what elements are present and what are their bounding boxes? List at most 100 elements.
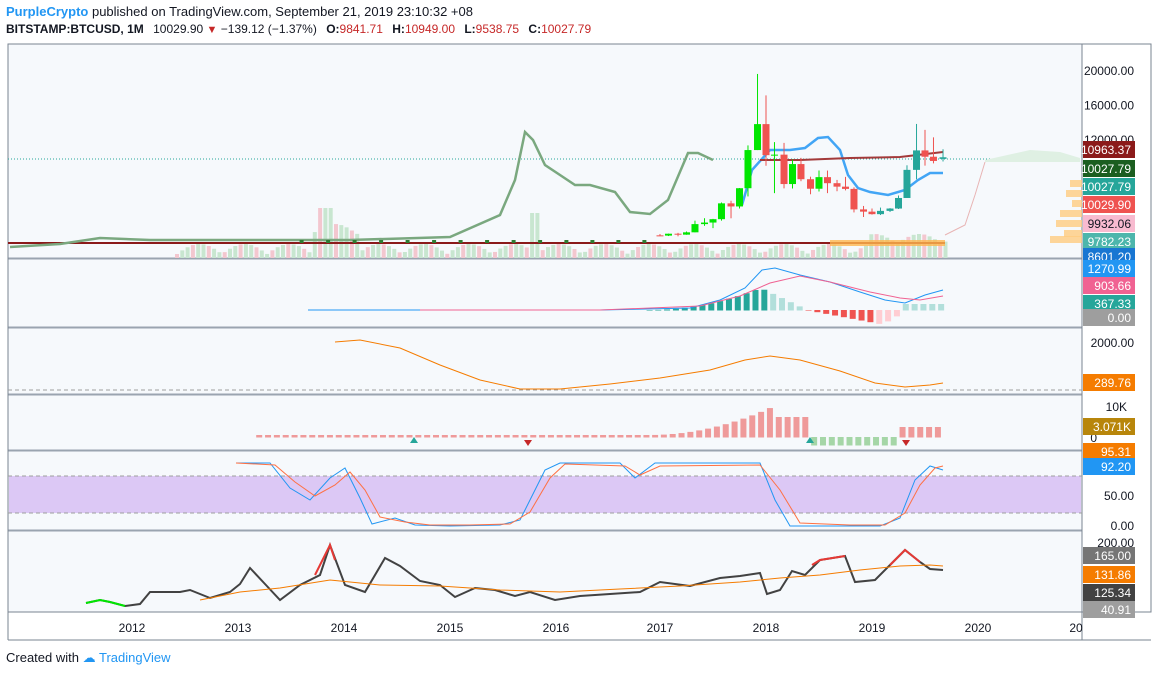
down-arrow-icon: [902, 440, 910, 446]
volume-bar: [848, 252, 853, 258]
volume-osc-bar: [441, 435, 448, 438]
volume-osc-bar: [837, 437, 844, 446]
volume-osc-bar: [600, 435, 607, 438]
volume-bar: [842, 249, 847, 258]
price-tag-bg: [1083, 178, 1135, 195]
volume-bar: [816, 246, 821, 258]
p6-tag-bg: [1083, 547, 1135, 564]
macd-histogram-bar: [664, 309, 671, 311]
volume-osc-bar: [265, 435, 272, 438]
indicator6-pane[interactable]: [7, 530, 1083, 613]
volume-bar: [752, 249, 757, 258]
macd-histogram-bar: [681, 307, 688, 311]
candle-body: [789, 164, 796, 185]
volume-bar: [678, 248, 683, 258]
volume-bar: [694, 244, 699, 258]
volume-osc-pane[interactable]: [7, 394, 1083, 451]
volume-osc-bar: [864, 437, 871, 446]
volume-osc-bar: [617, 435, 624, 438]
volume-bar: [238, 244, 243, 258]
volume-bar: [879, 235, 884, 258]
macd-histogram-bar: [752, 290, 759, 311]
p4-tag-text: 3.071K: [1093, 420, 1131, 434]
overbought-oversold-band: [9, 476, 1081, 513]
volume-bar: [689, 244, 694, 258]
price-tag-text: 9782.23: [1088, 235, 1132, 249]
volume-bar: [413, 245, 418, 258]
volume-bar: [837, 246, 842, 258]
price-tag: 10027.79: [1081, 178, 1135, 195]
volume-bar: [927, 236, 932, 258]
volume-bar: [667, 252, 672, 258]
volume-bar: [296, 246, 301, 258]
macd-histogram-bar: [787, 302, 794, 311]
volume-bar: [763, 251, 768, 258]
macd-tag-text: 903.66: [1094, 279, 1131, 293]
signal-line: [420, 275, 944, 311]
macd-histogram-bar: [672, 308, 679, 311]
volume-osc-bar: [740, 418, 747, 438]
author-link[interactable]: PurpleCrypto: [6, 4, 89, 19]
volume-bar: [567, 246, 572, 258]
volume-osc-bar: [722, 424, 729, 438]
volume-osc-bar: [433, 435, 440, 438]
volume-osc-bar: [687, 431, 694, 438]
macd-tag-bg: [1083, 260, 1135, 277]
upper-band-line: [740, 135, 943, 206]
volume-bar: [609, 245, 614, 258]
stoch-d-line: [235, 462, 944, 526]
volume-bar: [641, 244, 646, 258]
price-tag-text: 10963.37: [1081, 143, 1131, 157]
volume-osc-bar: [652, 434, 659, 438]
price-tag-text: 9932.06: [1088, 217, 1132, 231]
p6-tag-text: 125.34: [1094, 586, 1131, 600]
symbol-label[interactable]: BITSTAMP:BTCUSD, 1M: [6, 22, 144, 36]
macd-histogram-bar: [832, 310, 839, 316]
up-arrow-icon: [806, 437, 814, 443]
volume-bar: [821, 244, 826, 258]
indicator3-pane[interactable]: [7, 327, 1083, 395]
volume-bar: [726, 246, 731, 258]
macd-tag-bg: [1083, 295, 1135, 312]
macd-histogram-bar: [858, 310, 865, 321]
volume-bar: [471, 244, 476, 258]
volume-profile-bar: [1072, 200, 1082, 207]
price-pane[interactable]: [7, 43, 1083, 259]
volume-osc-bar: [731, 421, 738, 438]
volume-bar: [710, 250, 715, 258]
volume-osc-bar: [890, 437, 897, 446]
macd-histogram-bar: [849, 310, 856, 319]
volume-bar: [768, 248, 773, 258]
candle-body: [683, 232, 690, 235]
volume-osc-bar: [335, 435, 342, 438]
candle-body: [590, 240, 595, 243]
p3-tag-text: 289.76: [1094, 376, 1131, 390]
volume-bar: [402, 251, 407, 258]
volume-bar: [376, 244, 381, 258]
time-label: 2018: [753, 621, 780, 635]
macd-histogram-bar: [893, 310, 900, 317]
volume-profile-bar: [1050, 236, 1082, 243]
candle-body: [564, 240, 569, 243]
volume-osc-bar: [846, 437, 853, 446]
volume-osc-bar: [802, 417, 809, 438]
volume-osc-bar: [362, 435, 369, 438]
macd-pane[interactable]: [7, 258, 1083, 328]
candle-body: [352, 240, 357, 243]
candle-body: [326, 240, 331, 243]
candle-body: [823, 177, 831, 184]
macd-histogram-bar: [699, 305, 706, 311]
tradingview-link[interactable]: TradingView: [99, 650, 171, 665]
time-label: 2015: [437, 621, 464, 635]
volume-osc-bar: [855, 437, 862, 446]
price-tag-text: 10027.79: [1081, 162, 1131, 176]
macd-histogram-bar: [646, 310, 653, 311]
volume-osc-bar: [660, 434, 667, 438]
up-arrow-icon: [410, 437, 418, 443]
volume-bar: [477, 246, 482, 258]
volume-bar: [355, 233, 360, 258]
candle-body: [850, 188, 858, 210]
price-tag-bg: [1083, 215, 1135, 232]
volume-bar: [291, 244, 296, 258]
